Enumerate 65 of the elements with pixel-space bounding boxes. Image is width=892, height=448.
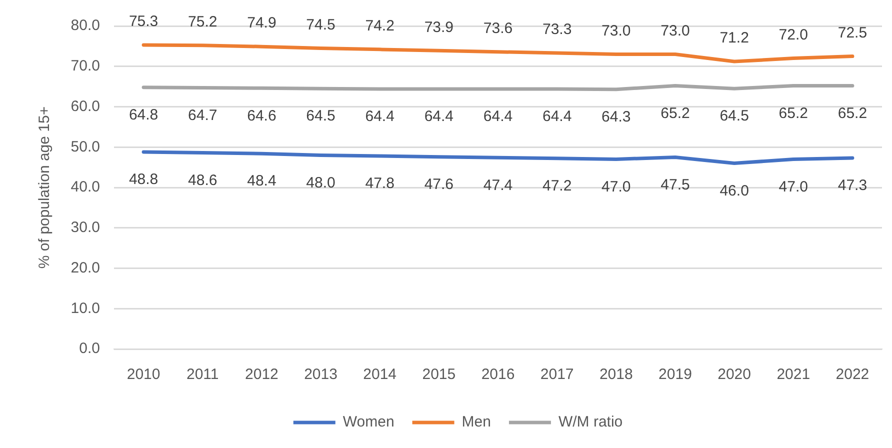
legend-label: Men <box>462 414 491 431</box>
data-label: 64.5 <box>720 108 749 125</box>
data-label: 64.3 <box>602 108 631 126</box>
data-label: 47.5 <box>660 176 690 194</box>
data-label: 64.4 <box>424 108 454 126</box>
y-tick-label: 20.0 <box>70 259 100 276</box>
data-label: 64.4 <box>365 108 394 126</box>
y-tick-label: 80.0 <box>70 17 100 34</box>
data-label: 48.0 <box>306 174 336 192</box>
x-tick-label: 2013 <box>304 366 338 384</box>
data-label: 47.8 <box>365 175 394 192</box>
data-label: 65.2 <box>778 104 808 122</box>
data-label: 47.3 <box>838 177 868 194</box>
data-label: 74.2 <box>365 18 394 35</box>
data-label: 47.2 <box>542 178 572 195</box>
data-label: 72.0 <box>778 26 808 44</box>
x-tick-label: 2020 <box>718 366 751 384</box>
y-tick-label: 30.0 <box>70 219 100 236</box>
x-tick-label: 2012 <box>245 366 278 384</box>
y-tick-label: 70.0 <box>70 58 100 75</box>
x-tick-label: 2022 <box>836 366 870 384</box>
data-label: 64.7 <box>188 106 218 124</box>
x-tick-label: 2021 <box>776 366 810 384</box>
data-label: 64.4 <box>542 108 572 126</box>
y-tick-label: 10.0 <box>70 300 100 317</box>
data-label: 48.8 <box>128 171 158 188</box>
x-tick-label: 2011 <box>186 366 219 384</box>
x-tick-label: 2019 <box>658 366 692 384</box>
data-label: 73.9 <box>424 18 454 36</box>
data-label: 74.9 <box>247 14 276 32</box>
x-tick-label: 2014 <box>363 366 397 384</box>
data-label: 47.4 <box>483 176 513 194</box>
data-label: 47.0 <box>778 178 808 196</box>
data-label: 75.2 <box>188 14 218 31</box>
data-label: 73.3 <box>542 21 572 38</box>
x-tick-label: 2016 <box>481 366 515 384</box>
legend-label: W/M ratio <box>558 414 623 431</box>
data-label: 74.5 <box>306 16 336 34</box>
data-label: 72.5 <box>838 24 868 42</box>
data-label: 48.6 <box>188 172 218 189</box>
data-label: 73.6 <box>483 20 513 37</box>
x-tick-label: 2017 <box>540 366 574 384</box>
data-label: 47.0 <box>602 178 631 196</box>
data-label: 64.4 <box>483 108 513 126</box>
data-label: 65.2 <box>838 104 868 122</box>
data-label: 73.0 <box>660 22 690 40</box>
legend-label: Women <box>342 414 394 431</box>
data-label: 64.6 <box>247 107 276 124</box>
y-tick-label: 0.0 <box>79 340 100 358</box>
x-tick-label: 2010 <box>126 366 160 384</box>
data-label: 48.4 <box>247 172 276 190</box>
data-label: 65.2 <box>660 104 690 122</box>
data-label: 75.3 <box>128 13 158 30</box>
data-label: 73.0 <box>602 22 631 40</box>
x-tick-label: 2018 <box>599 366 633 384</box>
x-tick-label: 2015 <box>422 366 456 384</box>
data-label: 46.0 <box>720 182 749 200</box>
data-label: 71.2 <box>720 30 749 47</box>
y-tick-label: 60.0 <box>70 98 100 115</box>
data-label: 47.6 <box>424 176 454 193</box>
data-label: 64.8 <box>128 106 158 124</box>
y-axis-title: % of population age 15+ <box>36 106 54 269</box>
y-tick-label: 50.0 <box>70 138 100 156</box>
data-label: 64.5 <box>306 108 336 125</box>
y-tick-label: 40.0 <box>70 178 100 196</box>
